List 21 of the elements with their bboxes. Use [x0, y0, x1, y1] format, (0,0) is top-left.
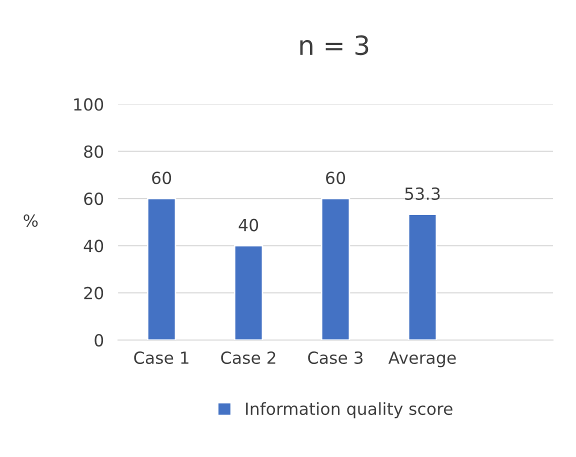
chart-title: n = 3: [300, 35, 368, 56]
x-tick-label: Case 1: [134, 351, 188, 364]
x-tick-label: Case 2: [221, 351, 276, 364]
legend-label: Information quality score: [246, 402, 452, 418]
y-axis-title: %: [24, 214, 38, 227]
y-tick-label: 60: [84, 192, 104, 206]
bar: [408, 214, 438, 340]
data-label: 40: [238, 218, 258, 232]
y-tick-label: 20: [84, 286, 104, 300]
data-label: 53.3: [405, 187, 440, 200]
y-tick-label: 40: [84, 240, 104, 252]
x-tick-label: Average: [388, 352, 456, 368]
y-tick-label: 0: [94, 334, 104, 347]
y-tick-label: 80: [84, 145, 104, 158]
bar: [234, 244, 264, 340]
y-tick-label: 100: [74, 98, 104, 111]
x-tick-label: Case 3: [308, 351, 363, 364]
bar: [146, 198, 176, 340]
data-label: 60: [152, 172, 172, 184]
bar: [320, 198, 350, 340]
data-label: 60: [326, 172, 346, 184]
